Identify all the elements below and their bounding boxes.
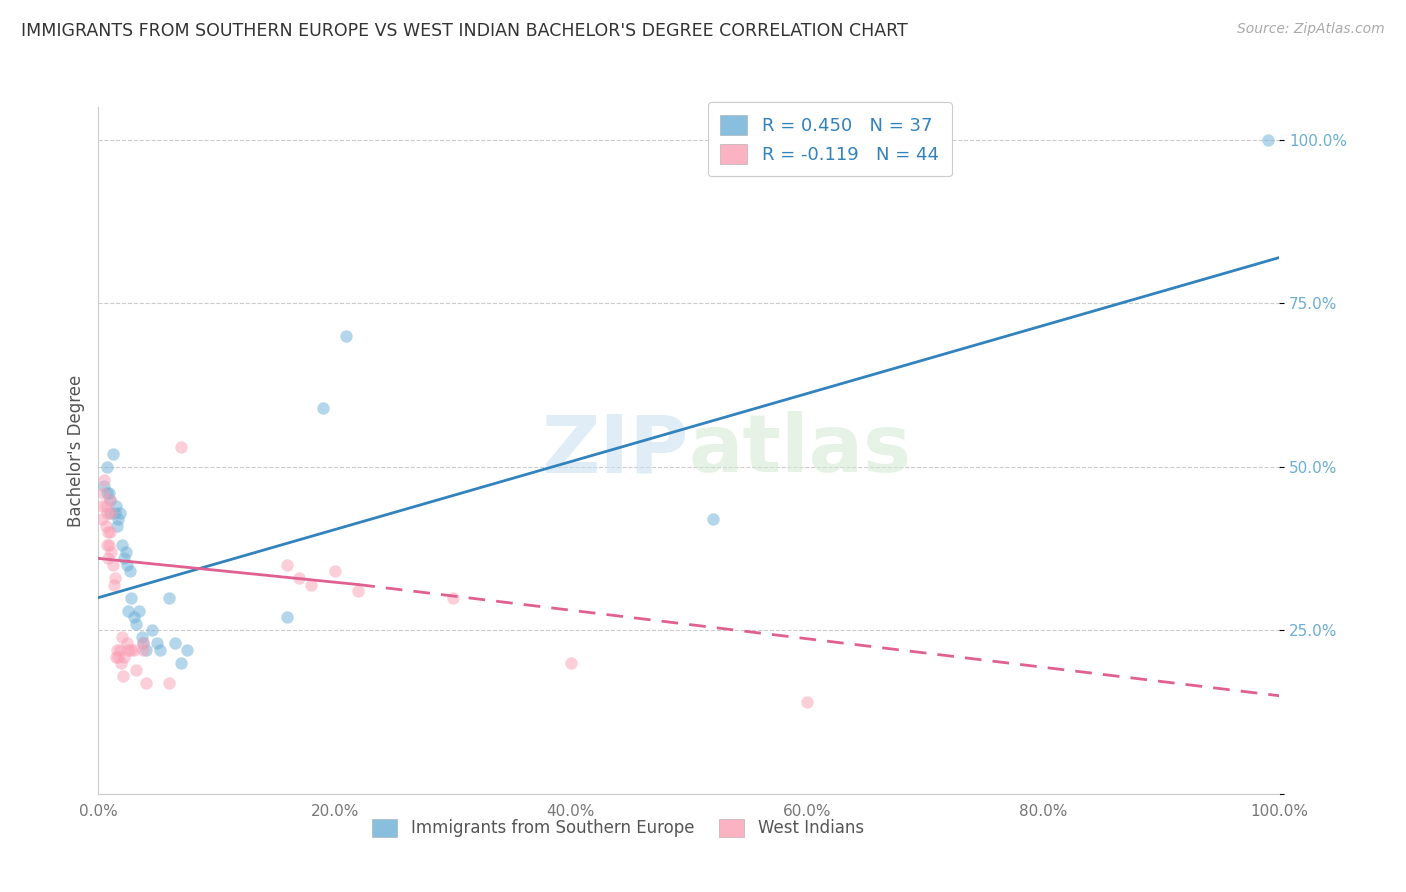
Point bbox=[441, 591, 464, 605]
Point bbox=[112, 551, 135, 566]
Point bbox=[125, 616, 148, 631]
Point bbox=[93, 473, 115, 487]
Point bbox=[96, 506, 118, 520]
Point bbox=[97, 551, 120, 566]
Point bbox=[132, 636, 155, 650]
Point bbox=[157, 675, 180, 690]
Point bbox=[157, 591, 180, 605]
Text: atlas: atlas bbox=[689, 411, 912, 490]
Point bbox=[91, 499, 114, 513]
Point bbox=[101, 558, 124, 572]
Point bbox=[94, 518, 117, 533]
Point bbox=[104, 571, 127, 585]
Y-axis label: Bachelor's Degree: Bachelor's Degree bbox=[66, 375, 84, 526]
Point bbox=[121, 643, 143, 657]
Point bbox=[276, 610, 298, 624]
Point bbox=[112, 669, 135, 683]
Point bbox=[114, 545, 136, 559]
Point bbox=[108, 506, 131, 520]
Point bbox=[93, 479, 115, 493]
Point bbox=[105, 499, 128, 513]
Point bbox=[96, 459, 118, 474]
Point bbox=[149, 643, 172, 657]
Point bbox=[98, 538, 121, 552]
Point bbox=[146, 636, 169, 650]
Point bbox=[96, 538, 118, 552]
Point bbox=[104, 506, 127, 520]
Point bbox=[335, 329, 357, 343]
Text: Source: ZipAtlas.com: Source: ZipAtlas.com bbox=[1237, 22, 1385, 37]
Point bbox=[98, 525, 121, 540]
Point bbox=[132, 636, 155, 650]
Point bbox=[103, 577, 125, 591]
Point bbox=[107, 512, 129, 526]
Point bbox=[170, 440, 193, 454]
Point bbox=[131, 630, 153, 644]
Point bbox=[299, 577, 322, 591]
Point bbox=[112, 649, 135, 664]
Point bbox=[276, 558, 298, 572]
Point bbox=[122, 643, 145, 657]
Point bbox=[100, 506, 122, 520]
Point bbox=[100, 545, 122, 559]
Point bbox=[96, 486, 118, 500]
Point bbox=[111, 630, 134, 644]
Point bbox=[94, 499, 117, 513]
Point bbox=[111, 538, 134, 552]
Point bbox=[105, 518, 128, 533]
Point bbox=[107, 649, 129, 664]
Legend: Immigrants from Southern Europe, West Indians: Immigrants from Southern Europe, West In… bbox=[363, 809, 873, 847]
Point bbox=[91, 512, 114, 526]
Point bbox=[135, 675, 157, 690]
Point bbox=[115, 636, 138, 650]
Point bbox=[117, 643, 139, 657]
Point bbox=[108, 643, 131, 657]
Point bbox=[121, 591, 143, 605]
Point bbox=[135, 643, 157, 657]
Text: ZIP: ZIP bbox=[541, 411, 689, 490]
Point bbox=[560, 656, 582, 670]
Point bbox=[702, 512, 724, 526]
Point bbox=[98, 492, 121, 507]
Point bbox=[347, 584, 370, 599]
Point bbox=[170, 656, 193, 670]
Point bbox=[796, 695, 818, 709]
Point bbox=[105, 649, 128, 664]
Point bbox=[1257, 133, 1279, 147]
Point bbox=[117, 604, 139, 618]
Point bbox=[312, 401, 335, 415]
Point bbox=[91, 486, 114, 500]
Point bbox=[176, 643, 198, 657]
Point bbox=[101, 447, 124, 461]
Point bbox=[110, 656, 132, 670]
Text: IMMIGRANTS FROM SOUTHERN EUROPE VS WEST INDIAN BACHELOR'S DEGREE CORRELATION CHA: IMMIGRANTS FROM SOUTHERN EUROPE VS WEST … bbox=[21, 22, 908, 40]
Point bbox=[98, 486, 121, 500]
Point bbox=[120, 565, 142, 579]
Point bbox=[141, 624, 163, 638]
Point bbox=[98, 492, 121, 507]
Point bbox=[105, 643, 128, 657]
Point bbox=[97, 525, 120, 540]
Point bbox=[98, 506, 121, 520]
Point bbox=[165, 636, 187, 650]
Point bbox=[115, 558, 138, 572]
Point bbox=[128, 604, 150, 618]
Point bbox=[125, 663, 148, 677]
Point bbox=[323, 565, 346, 579]
Point bbox=[288, 571, 311, 585]
Point bbox=[132, 643, 155, 657]
Point bbox=[122, 610, 145, 624]
